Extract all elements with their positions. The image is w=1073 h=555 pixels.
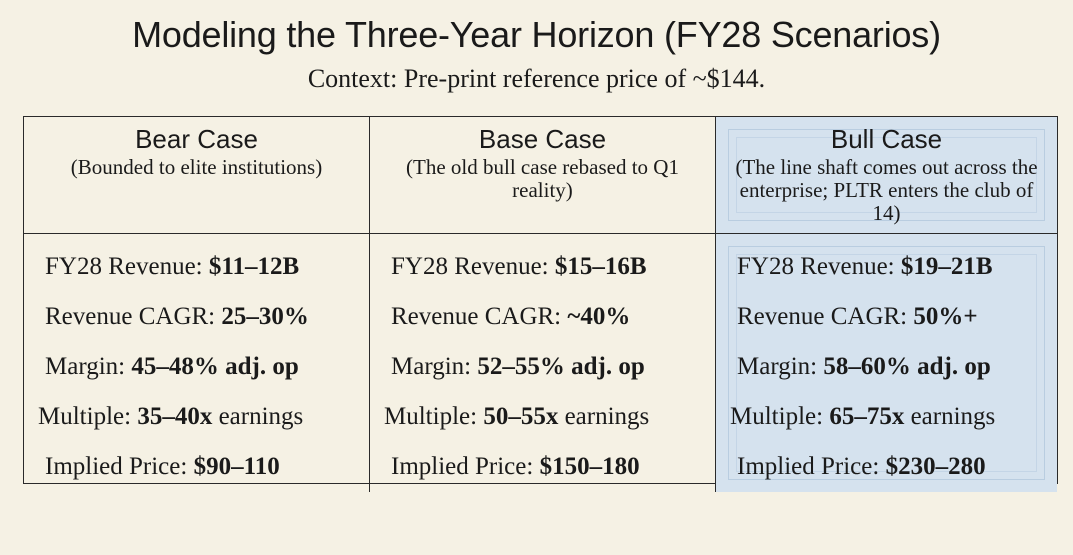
metric-value: 50–55x <box>483 403 559 430</box>
metric-revenue: FY28 Revenue: $11–12B <box>45 253 300 280</box>
bull-case-metrics: FY28 Revenue: $19–21B Revenue CAGR: 50%+… <box>716 234 1057 492</box>
bull-case-header: Bull Case (The line shaft comes out acro… <box>716 117 1057 234</box>
base-case-metrics: FY28 Revenue: $15–16B Revenue CAGR: ~40%… <box>370 234 716 492</box>
metric-revenue: FY28 Revenue: $19–21B <box>737 253 993 280</box>
metric-value: ~40% <box>567 303 631 330</box>
metric-multiple: Multiple: 50–55x earnings <box>384 403 650 430</box>
metric-value: 45–48% adj. op <box>131 353 299 380</box>
metric-value: 65–75x <box>829 403 905 430</box>
metric-value: 50%+ <box>913 303 978 330</box>
metric-revenue: FY28 Revenue: $15–16B <box>391 253 647 280</box>
bull-case-title: Bull Case <box>830 124 943 154</box>
page-subtitle: Context: Pre-print reference price of ~$… <box>307 64 766 93</box>
bear-case-description: (Bounded to elite institutions) <box>70 155 323 179</box>
metric-cagr: Revenue CAGR: ~40% <box>391 303 631 330</box>
scenario-table: Bear Case (Bounded to elite institutions… <box>23 116 1058 492</box>
bear-case-title: Bear Case <box>135 124 258 154</box>
metric-value: $11–12B <box>208 253 300 280</box>
metric-multiple: Multiple: 35–40x earnings <box>38 403 304 430</box>
metric-margin: Margin: 58–60% adj. op <box>737 353 991 380</box>
metric-value: $19–21B <box>900 253 993 280</box>
bear-case-metrics: FY28 Revenue: $11–12B Revenue CAGR: 25–3… <box>24 234 370 492</box>
bull-case-description: (The line shaft comes out across the ent… <box>735 155 1038 225</box>
metric-multiple: Multiple: 65–75x earnings <box>730 403 996 430</box>
metric-price: Implied Price: $230–280 <box>737 453 986 480</box>
page-title: Modeling the Three-Year Horizon (FY28 Sc… <box>132 14 941 55</box>
metric-value: $230–280 <box>885 453 986 480</box>
base-case-title: Base Case <box>478 124 607 154</box>
base-case-header: Base Case (The old bull case rebased to … <box>370 117 716 234</box>
base-case-description: (The old bull case rebased to Q1 reality… <box>406 155 679 202</box>
bear-case-header: Bear Case (Bounded to elite institutions… <box>24 117 370 234</box>
metric-value: 58–60% adj. op <box>823 353 991 380</box>
metric-value: $15–16B <box>554 253 647 280</box>
metric-margin: Margin: 45–48% adj. op <box>45 353 299 380</box>
metric-price: Implied Price: $90–110 <box>45 453 280 480</box>
metric-cagr: Revenue CAGR: 25–30% <box>45 303 309 330</box>
metric-value: $90–110 <box>193 453 280 480</box>
metric-value: 52–55% adj. op <box>477 353 645 380</box>
metric-price: Implied Price: $150–180 <box>391 453 640 480</box>
metric-value: $150–180 <box>539 453 640 480</box>
metric-value: 25–30% <box>221 303 309 330</box>
metric-cagr: Revenue CAGR: 50%+ <box>737 303 978 330</box>
metric-value: 35–40x <box>137 403 213 430</box>
metric-margin: Margin: 52–55% adj. op <box>391 353 645 380</box>
